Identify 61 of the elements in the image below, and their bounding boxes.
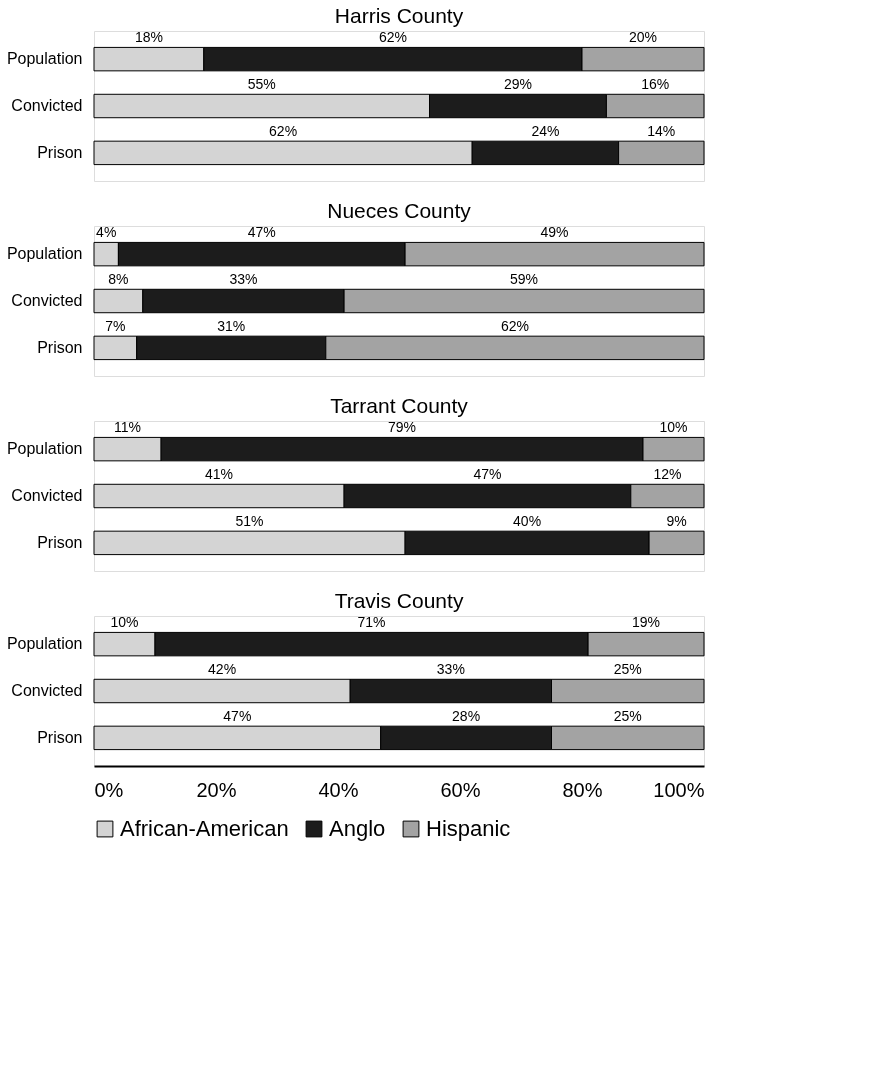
data-label: 51% — [235, 512, 264, 529]
data-label: 55% — [247, 76, 276, 92]
data-label: 25% — [613, 661, 642, 677]
data-label: 11% — [114, 419, 142, 436]
data-label: 8% — [108, 271, 129, 287]
data-label: 4% — [96, 224, 117, 241]
data-label: 29% — [503, 76, 532, 92]
y-tick-label: Convicted — [11, 682, 83, 699]
y-tick-label: Convicted — [11, 487, 83, 504]
x-tick-label: 0% — [94, 778, 124, 801]
data-label: 31% — [217, 317, 246, 334]
y-tick-label: Convicted — [11, 292, 83, 309]
data-label: 25% — [613, 707, 642, 724]
data-label: 24% — [531, 122, 560, 139]
data-label: 16% — [641, 76, 670, 92]
y-tick-label: Prison — [37, 143, 83, 161]
data-label: 10% — [110, 614, 139, 631]
data-label: 62% — [500, 317, 529, 334]
data-label: 47% — [473, 466, 502, 482]
data-label: 9% — [666, 512, 687, 529]
data-label: 19% — [632, 614, 661, 631]
data-label: 59% — [510, 271, 539, 287]
data-label: 12% — [653, 466, 682, 482]
data-label: 14% — [647, 122, 676, 139]
legend-label: African-American — [120, 816, 289, 841]
y-tick-label: Convicted — [11, 97, 83, 114]
data-label: 10% — [659, 419, 688, 436]
chart-title: Tarrant County — [330, 394, 469, 417]
data-label: 18% — [134, 29, 163, 46]
y-tick-label: Population — [6, 50, 83, 68]
y-tick-label: Prison — [37, 533, 83, 551]
data-label: 33% — [436, 661, 465, 677]
data-label: 20% — [628, 29, 658, 46]
y-tick-label: Prison — [37, 338, 83, 356]
y-tick-label: Prison — [37, 728, 83, 746]
data-label: 33% — [229, 271, 258, 287]
legend-label: Anglo — [329, 816, 386, 841]
data-label: 79% — [388, 419, 417, 436]
chart-title: Travis County — [334, 589, 464, 612]
data-label: 40% — [513, 512, 542, 529]
data-label: 42% — [208, 661, 237, 677]
data-label: 7% — [105, 317, 126, 334]
chart-title: Harris County — [334, 4, 464, 27]
data-label: 41% — [205, 466, 234, 482]
y-tick-label: Population — [6, 635, 83, 653]
data-label: 71% — [357, 614, 386, 631]
y-tick-label: Population — [6, 440, 83, 458]
x-tick-label: 100% — [653, 778, 705, 801]
y-tick-label: Population — [6, 245, 83, 263]
x-tick-label: 20% — [196, 778, 237, 801]
data-label: 49% — [540, 224, 569, 241]
x-tick-label: 60% — [440, 778, 481, 801]
legend-label: Hispanic — [426, 816, 511, 841]
data-label: 62% — [378, 29, 407, 46]
data-label: 62% — [269, 122, 298, 139]
data-label: 47% — [247, 224, 276, 241]
data-label: 28% — [452, 707, 481, 724]
data-label: 47% — [223, 707, 252, 724]
chart-title: Nueces County — [327, 199, 472, 222]
x-tick-label: 40% — [318, 778, 359, 801]
x-tick-label: 80% — [562, 778, 603, 801]
